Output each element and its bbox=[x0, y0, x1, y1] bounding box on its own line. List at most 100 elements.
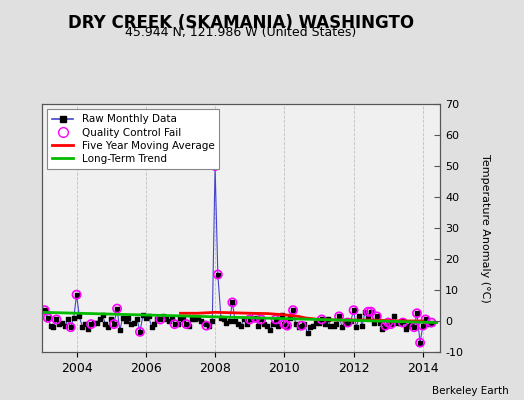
Point bbox=[87, 321, 95, 327]
Point bbox=[228, 299, 236, 306]
Point bbox=[145, 313, 153, 320]
Point bbox=[378, 326, 387, 332]
Text: DRY CREEK (SKAMANIA) WASHINGTO: DRY CREEK (SKAMANIA) WASHINGTO bbox=[68, 14, 414, 32]
Point bbox=[52, 316, 61, 323]
Point bbox=[81, 321, 90, 327]
Point bbox=[326, 322, 335, 329]
Point bbox=[173, 321, 182, 327]
Point bbox=[321, 321, 329, 327]
Point bbox=[257, 316, 265, 323]
Point bbox=[410, 324, 418, 330]
Point bbox=[344, 319, 352, 326]
Point bbox=[70, 315, 78, 321]
Point bbox=[237, 322, 245, 329]
Point bbox=[381, 322, 390, 329]
Point bbox=[344, 319, 352, 326]
Point bbox=[283, 322, 291, 329]
Point bbox=[43, 315, 52, 321]
Point bbox=[234, 321, 243, 327]
Point bbox=[338, 324, 346, 330]
Point bbox=[248, 316, 257, 323]
Point bbox=[72, 292, 81, 298]
Point bbox=[399, 319, 407, 326]
Point bbox=[228, 299, 236, 306]
Point bbox=[381, 322, 390, 329]
Point bbox=[369, 319, 378, 326]
Point bbox=[159, 313, 167, 320]
Point bbox=[139, 312, 147, 318]
Point bbox=[312, 319, 320, 326]
Point bbox=[387, 321, 395, 327]
Point bbox=[67, 324, 75, 330]
Point bbox=[318, 316, 326, 323]
Point bbox=[72, 292, 81, 298]
Point bbox=[306, 324, 314, 330]
Point bbox=[90, 319, 98, 326]
Point bbox=[141, 315, 150, 321]
Point bbox=[130, 319, 138, 326]
Point bbox=[303, 330, 312, 337]
Point bbox=[416, 340, 424, 346]
Text: 45.944 N, 121.986 W (United States): 45.944 N, 121.986 W (United States) bbox=[125, 26, 357, 39]
Point bbox=[133, 316, 141, 323]
Point bbox=[300, 321, 309, 327]
Point bbox=[387, 321, 395, 327]
Point bbox=[191, 316, 199, 323]
Y-axis label: Temperature Anomaly (°C): Temperature Anomaly (°C) bbox=[479, 154, 490, 302]
Point bbox=[373, 313, 381, 320]
Point bbox=[427, 319, 435, 326]
Point bbox=[40, 307, 49, 313]
Point bbox=[257, 316, 265, 323]
Point bbox=[136, 329, 144, 335]
Point bbox=[271, 316, 280, 323]
Point bbox=[274, 322, 282, 329]
Point bbox=[78, 324, 86, 330]
Point bbox=[410, 324, 418, 330]
Point bbox=[280, 321, 289, 327]
Point bbox=[214, 271, 222, 278]
Point bbox=[84, 326, 92, 332]
Point bbox=[170, 321, 179, 327]
Point bbox=[127, 321, 136, 327]
Point bbox=[104, 324, 113, 330]
Point bbox=[364, 313, 373, 320]
Point bbox=[200, 319, 208, 326]
Point bbox=[92, 319, 101, 326]
Point bbox=[355, 313, 364, 320]
Point bbox=[277, 312, 286, 318]
Point bbox=[99, 312, 107, 318]
Point bbox=[309, 322, 317, 329]
Point bbox=[413, 310, 421, 316]
Point bbox=[361, 308, 369, 315]
Point bbox=[43, 315, 52, 321]
Point bbox=[318, 316, 326, 323]
Point bbox=[323, 316, 332, 323]
Point bbox=[165, 318, 173, 324]
Point bbox=[254, 322, 263, 329]
Point bbox=[87, 321, 95, 327]
Point bbox=[280, 321, 289, 327]
Point bbox=[283, 322, 291, 329]
Point bbox=[202, 322, 211, 329]
Point bbox=[162, 316, 170, 323]
Point bbox=[396, 319, 404, 326]
Point bbox=[156, 316, 165, 323]
Point bbox=[424, 321, 433, 327]
Point bbox=[346, 318, 355, 324]
Point bbox=[252, 315, 260, 321]
Point bbox=[298, 322, 306, 329]
Point bbox=[55, 321, 63, 327]
Point bbox=[196, 318, 205, 324]
Point bbox=[179, 316, 188, 323]
Point bbox=[40, 307, 49, 313]
Point bbox=[107, 316, 115, 323]
Point bbox=[367, 308, 375, 315]
Point bbox=[147, 324, 156, 330]
Point bbox=[252, 315, 260, 321]
Point bbox=[193, 315, 202, 321]
Point bbox=[427, 319, 435, 326]
Point bbox=[156, 316, 165, 323]
Point bbox=[95, 316, 104, 323]
Point bbox=[341, 319, 349, 326]
Point bbox=[266, 327, 274, 334]
